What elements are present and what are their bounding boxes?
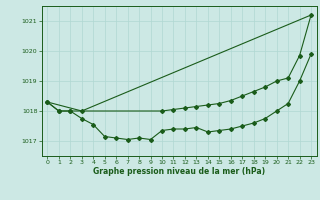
X-axis label: Graphe pression niveau de la mer (hPa): Graphe pression niveau de la mer (hPa) <box>93 167 265 176</box>
